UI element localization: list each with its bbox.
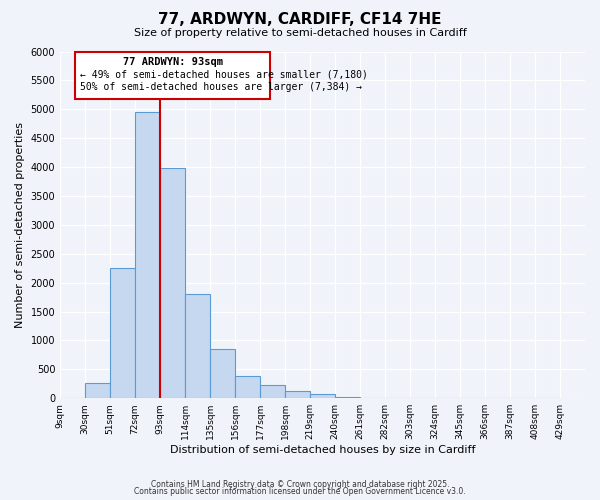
- Bar: [235, 376, 260, 398]
- Bar: [110, 268, 135, 398]
- Bar: [85, 382, 110, 398]
- Text: ← 49% of semi-detached houses are smaller (7,180): ← 49% of semi-detached houses are smalle…: [80, 70, 368, 80]
- Text: Size of property relative to semi-detached houses in Cardiff: Size of property relative to semi-detach…: [134, 28, 466, 38]
- Bar: [310, 394, 335, 398]
- Bar: [160, 168, 185, 398]
- Bar: [260, 386, 285, 398]
- Text: 77 ARDWYN: 93sqm: 77 ARDWYN: 93sqm: [122, 58, 223, 68]
- Text: Contains HM Land Registry data © Crown copyright and database right 2025.: Contains HM Land Registry data © Crown c…: [151, 480, 449, 489]
- Text: Contains public sector information licensed under the Open Government Licence v3: Contains public sector information licen…: [134, 487, 466, 496]
- Bar: [185, 294, 210, 398]
- X-axis label: Distribution of semi-detached houses by size in Cardiff: Distribution of semi-detached houses by …: [170, 445, 475, 455]
- Bar: [285, 392, 310, 398]
- Bar: [210, 349, 235, 398]
- Bar: [135, 112, 160, 398]
- Y-axis label: Number of semi-detached properties: Number of semi-detached properties: [15, 122, 25, 328]
- Text: 77, ARDWYN, CARDIFF, CF14 7HE: 77, ARDWYN, CARDIFF, CF14 7HE: [158, 12, 442, 28]
- FancyBboxPatch shape: [75, 52, 270, 99]
- Text: 50% of semi-detached houses are larger (7,384) →: 50% of semi-detached houses are larger (…: [80, 82, 362, 92]
- Bar: [335, 397, 360, 398]
